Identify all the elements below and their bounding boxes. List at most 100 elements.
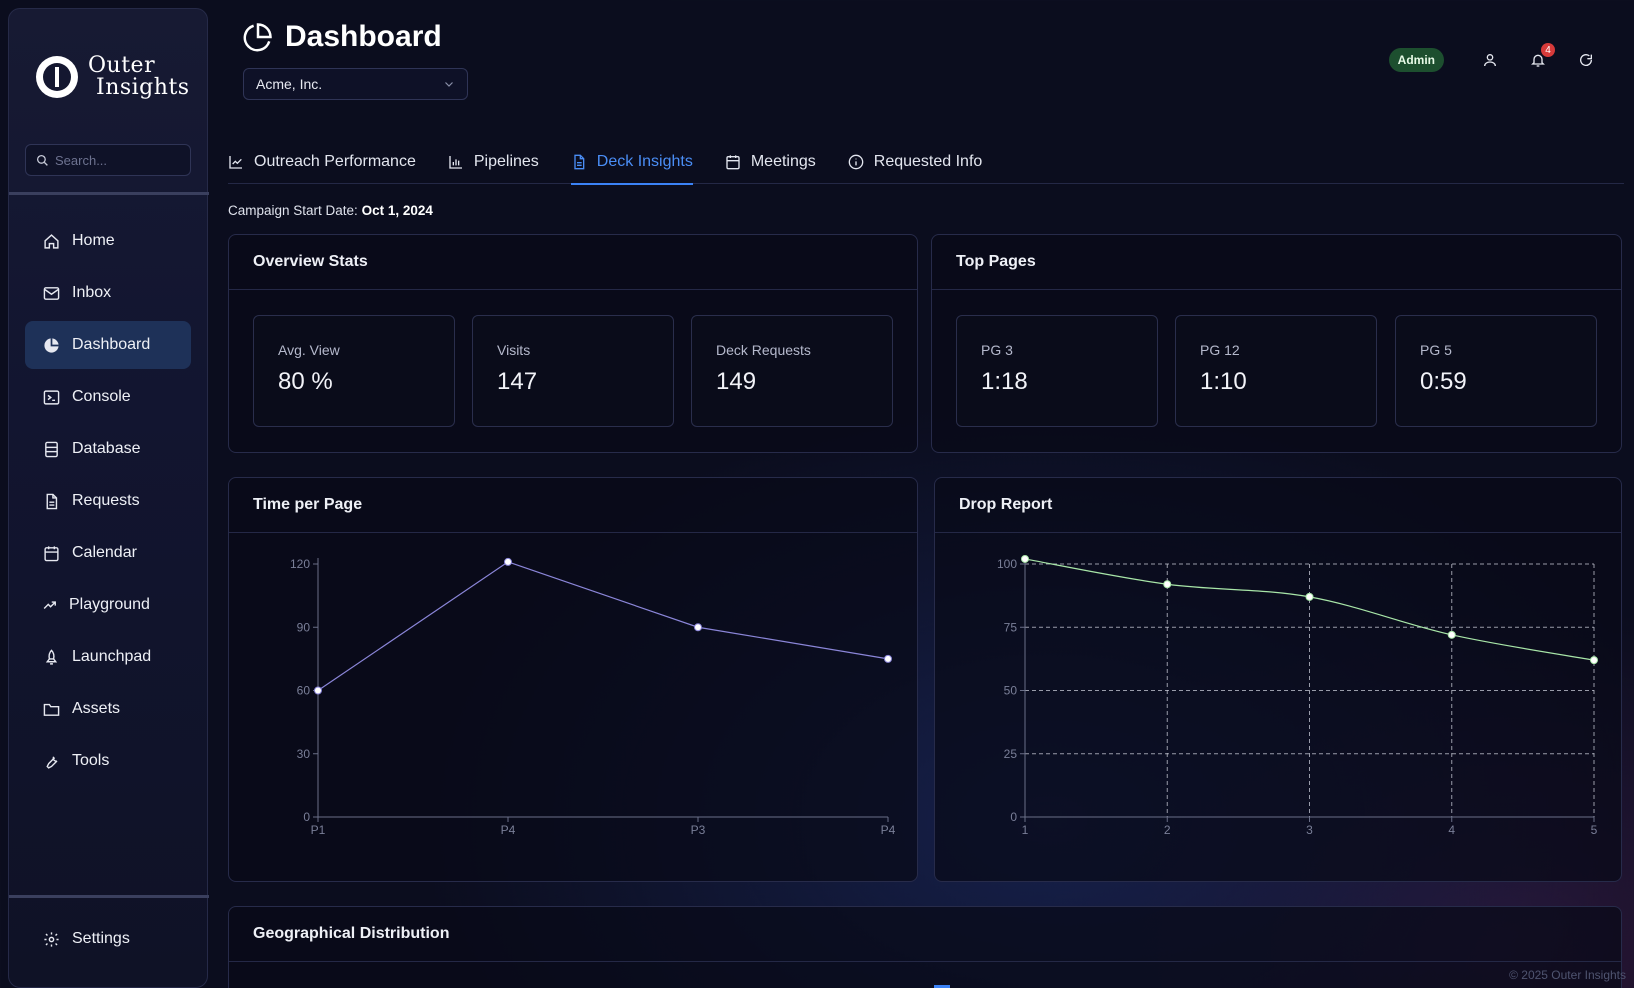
y-tick-label: 90 [297,620,311,634]
role-badge: Admin [1388,48,1444,72]
sidebar-item-label: Calendar [72,544,137,561]
brand-logo[interactable]: Outer Insights [36,55,190,99]
stat-visits: Visits 147 [472,315,674,427]
user-icon [1484,54,1496,67]
tab-meetings[interactable]: Meetings [725,140,816,184]
pie-chart-icon [243,23,272,52]
drop-report-card: Drop Report 0 25 50 75 100 1 2 3 4 5 [934,477,1622,882]
stat-label: Deck Requests [716,342,811,358]
stat-avg-view: Avg. View 80 % [253,315,455,427]
sidebar-item-requests[interactable]: Requests [25,477,191,525]
y-tick-label: 50 [1004,684,1018,698]
sidebar: Outer Insights Home Inbox Dashboard Cons… [8,8,209,988]
sidebar-item-calendar[interactable]: Calendar [25,529,191,577]
rocket-icon [45,648,58,665]
bell-icon [1531,54,1545,67]
y-tick-label: 100 [997,557,1017,571]
info-icon [848,154,864,170]
card-title: Geographical Distribution [229,907,1621,962]
x-tick-label: 1 [1022,823,1029,837]
x-tick-label: P3 [691,823,706,837]
refresh-icon [1580,54,1593,66]
card-title: Time per Page [229,478,917,533]
tab-label: Deck Insights [596,153,693,170]
stat-value: 1:18 [981,368,1028,395]
tab-label: Outreach Performance [254,153,416,170]
tab-requested-info[interactable]: Requested Info [848,140,983,184]
brand-name: Outer Insights [88,55,190,99]
stat-value: 0:59 [1420,368,1467,395]
campaign-label: Campaign Start Date: [228,203,358,218]
brand-line-2: Insights [96,75,190,100]
trend-icon [43,601,56,609]
profile-button[interactable] [1466,48,1514,72]
stat-label: PG 5 [1420,342,1452,358]
y-tick-label: 30 [297,747,311,761]
sidebar-item-label: Home [72,232,115,249]
top-page-3: PG 5 0:59 [1395,315,1597,427]
sidebar-item-settings[interactable]: Settings [25,915,191,963]
search-icon [36,154,48,166]
stat-value: 149 [716,368,757,395]
file-icon [46,493,58,509]
sidebar-item-playground[interactable]: Playground [25,581,191,629]
y-tick-label: 0 [303,810,310,824]
sidebar-item-assets[interactable]: Assets [25,685,191,733]
calendar-icon [44,545,59,561]
sidebar-item-label: Launchpad [72,648,152,665]
search-input[interactable] [55,152,185,168]
pie-chart-icon [44,337,59,353]
data-point [504,557,512,566]
sidebar-item-home[interactable]: Home [25,217,191,265]
header-actions: Admin 4 [1388,43,1610,72]
settings-section: Settings [25,915,191,967]
sidebar-item-label: Dashboard [72,336,151,353]
sidebar-item-database[interactable]: Database [25,425,191,473]
company-select-value: Acme, Inc. [256,76,323,92]
sidebar-item-dashboard[interactable]: Dashboard [25,321,191,369]
drop-report-chart: 0 25 50 75 100 1 2 3 4 5 [997,554,1598,837]
document-icon [574,154,585,170]
sidebar-item-console[interactable]: Console [25,373,191,421]
x-tick-label: P1 [311,823,326,837]
sidebar-item-label: Assets [72,700,121,717]
series-line [317,561,889,691]
tab-outreach-performance[interactable]: Outreach Performance [228,140,416,184]
sidebar-item-tools[interactable]: Tools [25,737,191,785]
y-tick-label: 120 [290,557,310,571]
y-tick-label: 25 [1004,747,1018,761]
search-box[interactable] [25,144,191,176]
sidebar-item-inbox[interactable]: Inbox [25,269,191,317]
notifications-button[interactable]: 4 [1514,43,1562,72]
stat-value: 80 % [278,368,333,395]
tab-deck-insights[interactable]: Deck Insights [570,140,693,185]
sidebar-item-label: Tools [72,752,110,769]
page-header: Dashboard [243,20,442,54]
calendar-icon [726,155,740,170]
refresh-button[interactable] [1562,48,1610,72]
data-point [1163,580,1172,589]
chevron-down-icon [445,82,453,87]
sidebar-item-label: Inbox [72,284,112,301]
logo-icon [36,56,78,98]
stat-label: Avg. View [278,342,340,358]
tab-label: Requested Info [873,153,983,170]
line-chart-icon [229,156,242,169]
top-page-1: PG 3 1:18 [956,315,1158,427]
stat-value: 147 [497,368,538,395]
data-point [884,654,892,663]
gear-icon [44,931,59,947]
stat-value: 1:10 [1200,368,1247,395]
sidebar-item-label: Playground [69,596,150,613]
card-title: Top Pages [932,235,1621,290]
stat-label: Visits [497,342,531,358]
company-select[interactable]: Acme, Inc. [243,68,468,100]
tab-pipelines[interactable]: Pipelines [448,140,539,184]
home-icon [44,233,59,249]
bar-chart-icon [449,156,462,169]
sidebar-item-launchpad[interactable]: Launchpad [25,633,191,681]
sidebar-divider [9,895,209,898]
sidebar-nav: Home Inbox Dashboard Console Database Re… [25,217,191,789]
x-tick-label: 4 [1448,823,1455,837]
overview-stats-card: Overview Stats Avg. View 80 % Visits 147… [228,234,918,453]
